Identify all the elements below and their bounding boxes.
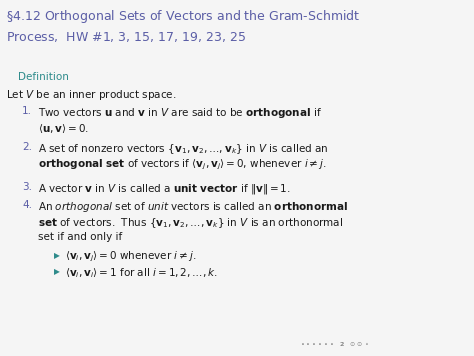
Text: $\S$4.12 Orthogonal Sets of Vectors and the Gram-Schmidt: $\S$4.12 Orthogonal Sets of Vectors and … [6,8,360,25]
Text: 2.: 2. [22,142,32,152]
Text: An $\mathit{orthogonal}$ set of $\mathit{unit}$ vectors is called an $\mathbf{or: An $\mathit{orthogonal}$ set of $\mathit… [38,200,348,214]
Text: A set of nonzero vectors $\{\mathbf{v}_1, \mathbf{v}_2, \ldots, \mathbf{v}_k\}$ : A set of nonzero vectors $\{\mathbf{v}_1… [38,142,328,156]
Text: 4.: 4. [22,200,32,210]
Text: Two vectors $\mathbf{u}$ and $\mathbf{v}$ in $V$ are said to be $\mathbf{orthogo: Two vectors $\mathbf{u}$ and $\mathbf{v}… [38,106,322,120]
Text: 1.: 1. [22,106,32,116]
Text: 3.: 3. [22,182,32,192]
Text: set if and only if: set if and only if [38,232,122,242]
Text: Process,  HW $\#$1, 3, 15, 17, 19, 23, 25: Process, HW $\#$1, 3, 15, 17, 19, 23, 25 [6,30,246,44]
Text: $\langle \mathbf{v}_i, \mathbf{v}_i \rangle = 1$ for all $i = 1, 2, \ldots, k.$: $\langle \mathbf{v}_i, \mathbf{v}_i \ran… [65,266,218,280]
Text: Let $V$ be an inner product space.: Let $V$ be an inner product space. [6,88,176,102]
Text: $\bullet$ $\bullet$ $\bullet$ $\bullet$ $\bullet$ $\bullet$   $\mathbf{2}$   $\o: $\bullet$ $\bullet$ $\bullet$ $\bullet$ … [300,340,369,348]
Text: $\mathbf{set}$ of vectors.  Thus $\{\mathbf{v}_1, \mathbf{v}_2, \ldots, \mathbf{: $\mathbf{set}$ of vectors. Thus $\{\math… [38,216,343,230]
Text: $\mathbf{orthogonal\ set}$ of vectors if $\langle \mathbf{v}_j, \mathbf{v}_j \ra: $\mathbf{orthogonal\ set}$ of vectors if… [38,158,327,172]
Text: $\langle \mathbf{v}_i, \mathbf{v}_j \rangle = 0$ whenever $i \neq j.$: $\langle \mathbf{v}_i, \mathbf{v}_j \ran… [65,250,197,265]
Text: $\langle \mathbf{u}, \mathbf{v} \rangle = 0.$: $\langle \mathbf{u}, \mathbf{v} \rangle … [38,122,89,135]
Text: Definition: Definition [18,72,69,82]
Text: $\blacktriangleright$: $\blacktriangleright$ [52,266,61,277]
Text: $\blacktriangleright$: $\blacktriangleright$ [52,250,61,261]
Text: A vector $\mathbf{v}$ in $V$ is called a $\mathbf{unit\ vector}$ if $\|\mathbf{v: A vector $\mathbf{v}$ in $V$ is called a… [38,182,291,196]
